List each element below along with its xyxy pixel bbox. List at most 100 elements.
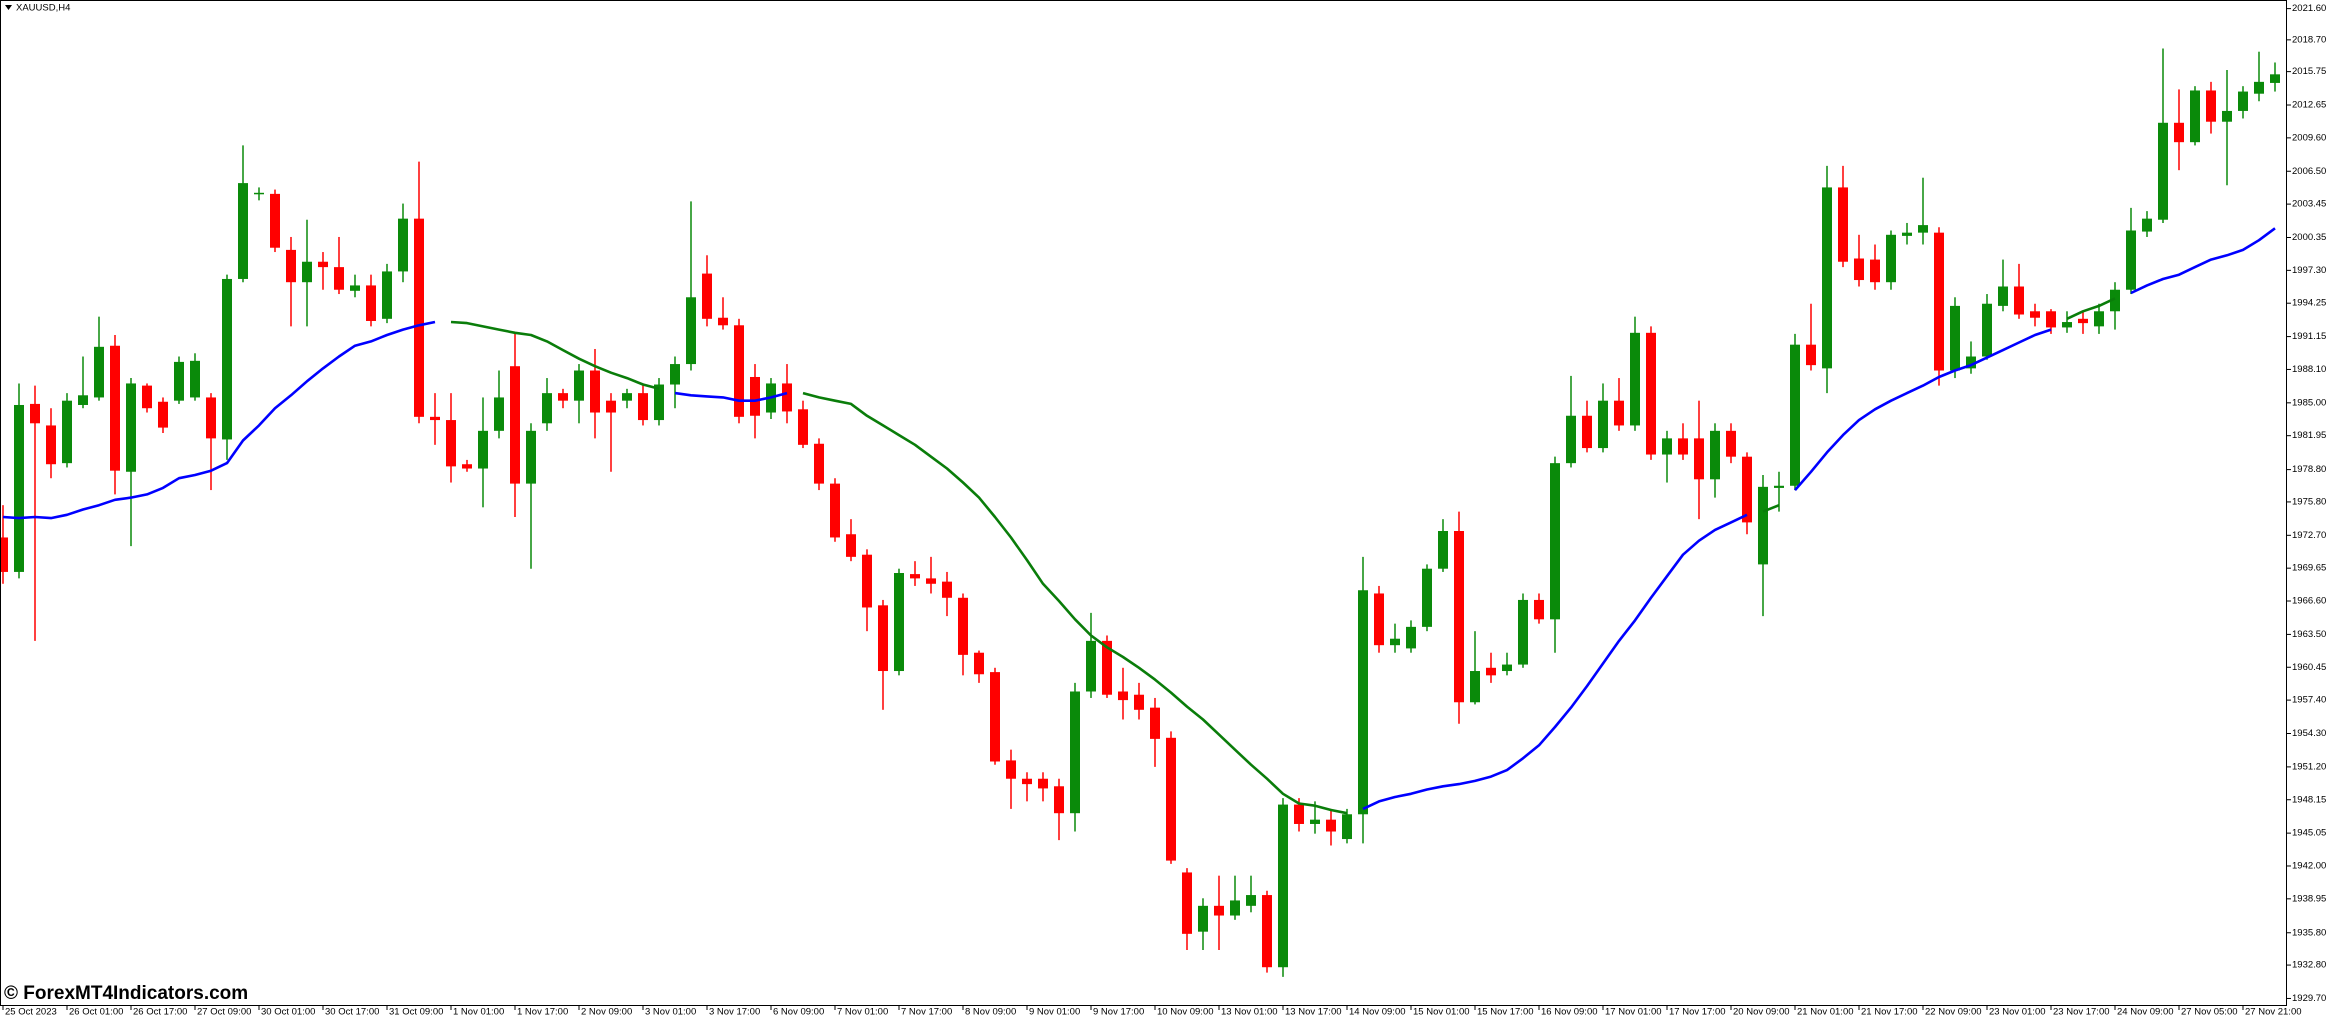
- x-tick-label: 6 Nov 09:00: [773, 1007, 824, 1017]
- y-tick-label: 2009.60: [2292, 132, 2326, 143]
- x-tick-label: 30 Oct 01:00: [261, 1007, 315, 1017]
- candle-body: [238, 183, 248, 279]
- candle-body: [1598, 400, 1608, 449]
- candle-body: [606, 400, 616, 413]
- x-tick-label: 27 Nov 21:00: [2245, 1007, 2302, 1017]
- candle-body: [1070, 691, 1080, 814]
- x-tick-label: 31 Oct 09:00: [389, 1007, 443, 1017]
- candle-body: [1854, 258, 1864, 281]
- y-tick-label: 1981.95: [2292, 430, 2326, 441]
- y-tick-label: 1969.65: [2292, 563, 2326, 574]
- candle-body: [974, 652, 984, 675]
- candle-body: [1886, 234, 1896, 283]
- y-tick-label: 2012.65: [2292, 100, 2326, 111]
- candle-body: [1982, 303, 1992, 357]
- candle-body: [1470, 671, 1480, 703]
- candle-body: [782, 383, 792, 412]
- candle-body: [1134, 694, 1144, 710]
- y-tick-label: 2018.70: [2292, 34, 2326, 45]
- candle-body: [430, 416, 440, 421]
- candle-body: [878, 605, 888, 672]
- candle-body: [1966, 356, 1976, 369]
- candle-body: [894, 573, 904, 672]
- candle-body: [1038, 778, 1048, 789]
- candle-body: [2046, 311, 2056, 328]
- y-tick-label: 2000.35: [2292, 232, 2326, 243]
- y-tick-label: 1929.70: [2292, 993, 2326, 1004]
- candle-body: [2174, 122, 2184, 143]
- y-tick-label: 1978.80: [2292, 464, 2326, 475]
- candle-body: [2206, 90, 2216, 122]
- candle-body: [1790, 344, 1800, 486]
- x-tick-label: 7 Nov 01:00: [837, 1007, 888, 1017]
- candle-body: [158, 401, 168, 428]
- y-tick-label: 1966.60: [2292, 596, 2326, 607]
- candle-body: [574, 370, 584, 401]
- y-tick-label: 1932.80: [2292, 960, 2326, 971]
- candle-body: [1742, 456, 1752, 523]
- candle-body: [126, 383, 136, 472]
- y-tick-label: 1988.10: [2292, 364, 2326, 375]
- candle-body: [942, 581, 952, 598]
- candle-body: [1406, 626, 1416, 649]
- candle-body: [1198, 905, 1208, 932]
- candle-body: [1838, 187, 1848, 262]
- x-tick-label: 21 Nov 01:00: [1797, 1007, 1854, 1017]
- x-tick-label: 13 Nov 01:00: [1221, 1007, 1278, 1017]
- candle-body: [270, 193, 280, 248]
- candle-body: [1582, 415, 1592, 449]
- candle-body: [958, 597, 968, 655]
- candle-body: [286, 249, 296, 283]
- candle-body: [1182, 872, 1192, 934]
- candle-body: [590, 370, 600, 413]
- candle-body: [190, 360, 200, 398]
- y-tick-label: 1951.20: [2292, 761, 2326, 772]
- candle-body: [1214, 905, 1224, 916]
- candle-body: [2158, 122, 2168, 220]
- candle-body: [1566, 415, 1576, 464]
- plot-frame: [0, 0, 2287, 1006]
- candle-body: [14, 404, 24, 572]
- candle-body: [2270, 74, 2280, 83]
- candle-body: [2078, 318, 2088, 324]
- menu-triangle[interactable]: [5, 5, 12, 10]
- x-tick-label: 23 Nov 01:00: [1989, 1007, 2046, 1017]
- candle-body: [1486, 667, 1496, 676]
- x-tick-label: 1 Nov 01:00: [453, 1007, 504, 1017]
- x-tick-label: 17 Nov 01:00: [1605, 1007, 1662, 1017]
- candle-body: [478, 430, 488, 469]
- y-tick-label: 1975.80: [2292, 496, 2326, 507]
- x-tick-label: 20 Nov 09:00: [1733, 1007, 1790, 1017]
- candle-body: [1518, 599, 1528, 665]
- candle-body: [1934, 232, 1944, 371]
- candle-body: [1822, 187, 1832, 369]
- candle-body: [1806, 344, 1816, 366]
- candle-body: [1998, 286, 2008, 306]
- candle-body: [622, 393, 632, 401]
- moving-average-line: [450, 297, 2116, 815]
- y-tick-label: 1954.30: [2292, 728, 2326, 739]
- candle-body: [318, 261, 328, 268]
- candle-body: [334, 267, 344, 290]
- y-tick-label: 1972.70: [2292, 530, 2326, 541]
- y-tick-label: 1945.05: [2292, 828, 2326, 839]
- candle-body: [1726, 430, 1736, 457]
- y-tick-label: 2015.75: [2292, 66, 2326, 77]
- candle-body: [78, 395, 88, 405]
- x-tick-label: 13 Nov 17:00: [1285, 1007, 1342, 1017]
- candle-body: [1022, 778, 1032, 785]
- y-tick-label: 1985.00: [2292, 397, 2326, 408]
- candle-body: [1710, 430, 1720, 480]
- candle-body: [638, 393, 648, 421]
- candle-body: [414, 218, 424, 417]
- x-tick-label: 7 Nov 17:00: [901, 1007, 952, 1017]
- candle-body: [1902, 232, 1912, 236]
- x-tick-label: 17 Nov 17:00: [1669, 1007, 1726, 1017]
- y-tick-label: 1935.80: [2292, 927, 2326, 938]
- candle-body: [1694, 438, 1704, 480]
- candle-body: [46, 425, 56, 465]
- candle-body: [1646, 332, 1656, 455]
- y-tick-label: 1960.45: [2292, 662, 2326, 673]
